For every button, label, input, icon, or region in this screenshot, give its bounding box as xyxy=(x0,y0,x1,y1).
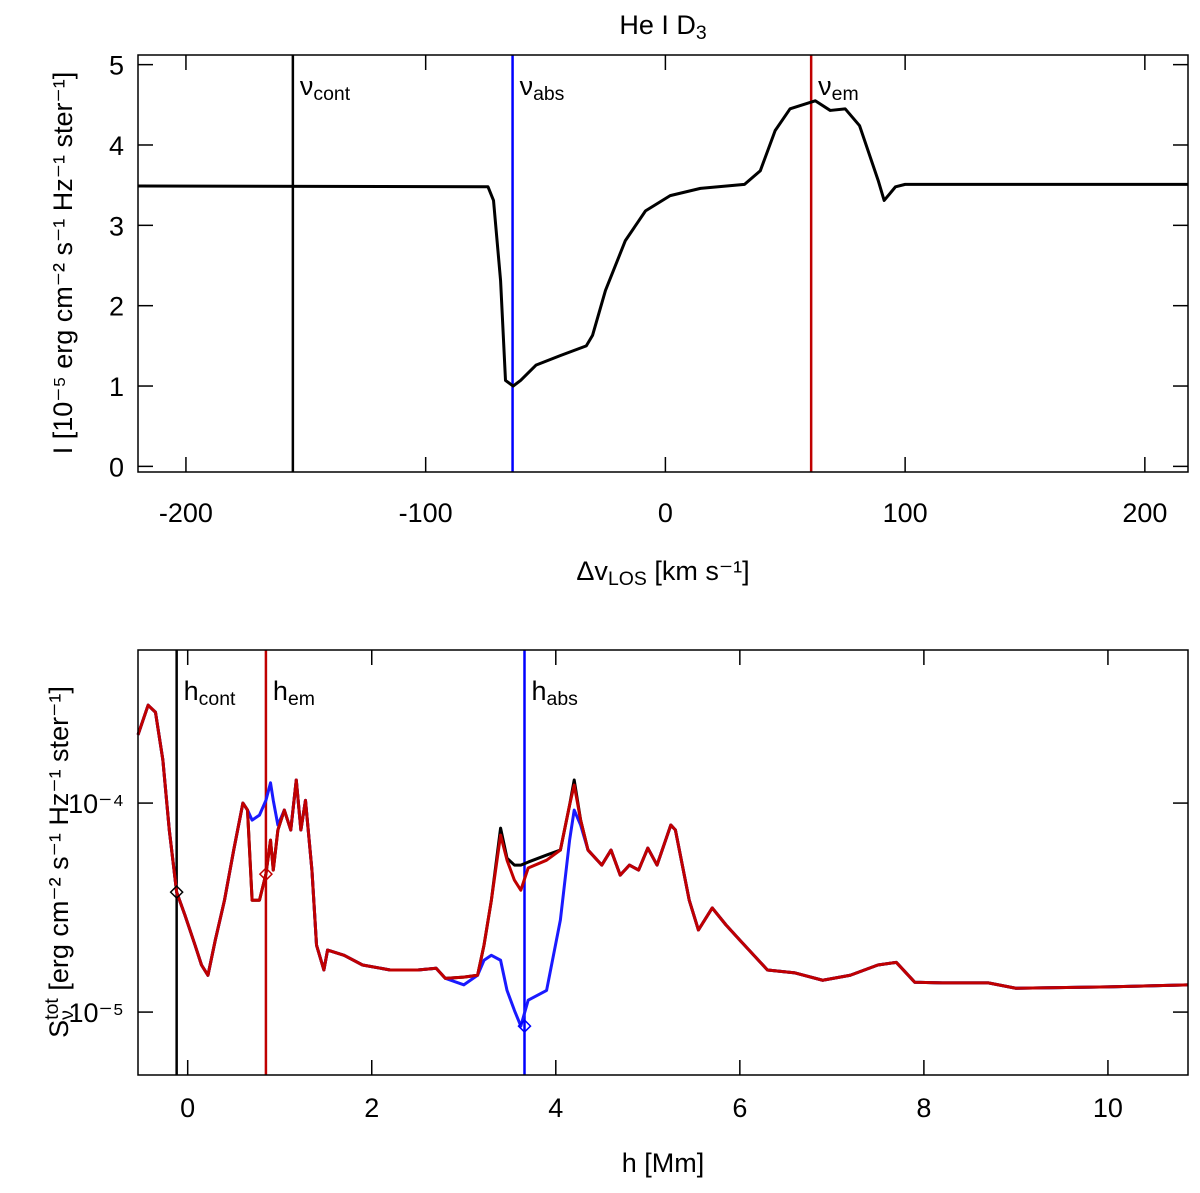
plot-frame xyxy=(137,54,1189,473)
reference-label-part: cont xyxy=(199,688,236,710)
x-tick-label: 6 xyxy=(732,1093,747,1123)
marker xyxy=(169,885,184,900)
x-axis-label-part: LOS xyxy=(608,568,647,590)
y-axis-label-part: S xyxy=(44,1020,74,1038)
y-tick-label: 1 xyxy=(109,372,124,402)
x-tick-label: 4 xyxy=(548,1093,563,1123)
y-tick-label: 4 xyxy=(109,131,124,161)
y-axis-label-part: [erg cm⁻² s⁻¹ Hz⁻¹ ster⁻¹] xyxy=(44,686,74,998)
y-tick-label: 2 xyxy=(109,292,124,322)
y-axis-label: Sνtot [erg cm⁻² s⁻¹ Hz⁻¹ ster⁻¹] xyxy=(41,686,79,1038)
reference-label-part: h xyxy=(184,676,199,706)
reference-label-part: abs xyxy=(547,688,579,710)
x-axis-label-part: Δv xyxy=(576,556,608,586)
y-tick-label: 3 xyxy=(109,211,124,241)
reference-label-part: em xyxy=(288,688,315,710)
reference-label-part: h xyxy=(273,676,288,706)
x-axis-label: h [Mm] xyxy=(622,1148,705,1178)
x-tick-label: 10 xyxy=(1093,1093,1123,1123)
x-axis-label: ΔvLOS [km s⁻¹] xyxy=(576,556,749,590)
reference-label: νem xyxy=(818,71,859,105)
y-tick-label: 0 xyxy=(109,452,124,482)
x-tick-label: 8 xyxy=(916,1093,931,1123)
x-tick-label: 0 xyxy=(658,498,673,528)
x-tick-label: 100 xyxy=(883,498,928,528)
reference-label: νabs xyxy=(520,71,565,105)
reference-label-part: h xyxy=(532,676,547,706)
reference-label-part: ν xyxy=(520,71,534,101)
marker xyxy=(258,867,273,882)
reference-label-part: ν xyxy=(818,71,832,101)
y-axis-label: I [10⁻⁵ erg cm⁻² s⁻¹ Hz⁻¹ ster⁻¹] xyxy=(48,72,78,454)
marker xyxy=(517,1019,532,1034)
x-tick-label: 0 xyxy=(180,1093,195,1123)
reference-label: hcont xyxy=(184,676,236,710)
chart-title-part: He I D xyxy=(619,10,696,40)
y-tick-label: 10⁻⁴ xyxy=(68,789,124,819)
reference-label-part: cont xyxy=(313,83,350,105)
chart-title-part: 3 xyxy=(696,22,707,44)
reference-label: habs xyxy=(532,676,579,710)
y-axis-label-part: tot xyxy=(41,998,63,1020)
data-line xyxy=(136,703,1189,990)
data-line xyxy=(137,99,1188,388)
x-axis-label-part: [km s⁻¹] xyxy=(647,556,750,586)
reference-label-part: ν xyxy=(300,71,314,101)
x-tick-label: 200 xyxy=(1122,498,1167,528)
chart-title: He I D3 xyxy=(619,10,706,44)
reference-label: νcont xyxy=(300,71,351,105)
reference-label-part: abs xyxy=(533,83,565,105)
y-axis-label-part: ν xyxy=(56,1010,78,1020)
plot-frame xyxy=(137,649,1189,1076)
x-tick-label: -100 xyxy=(399,498,453,528)
x-tick-label: 2 xyxy=(364,1093,379,1123)
y-tick-label: 5 xyxy=(109,51,124,81)
y-tick-label: 10⁻⁵ xyxy=(69,998,124,1028)
reference-label-part: em xyxy=(832,83,859,105)
x-tick-label: -200 xyxy=(159,498,213,528)
reference-label: hem xyxy=(273,676,315,710)
